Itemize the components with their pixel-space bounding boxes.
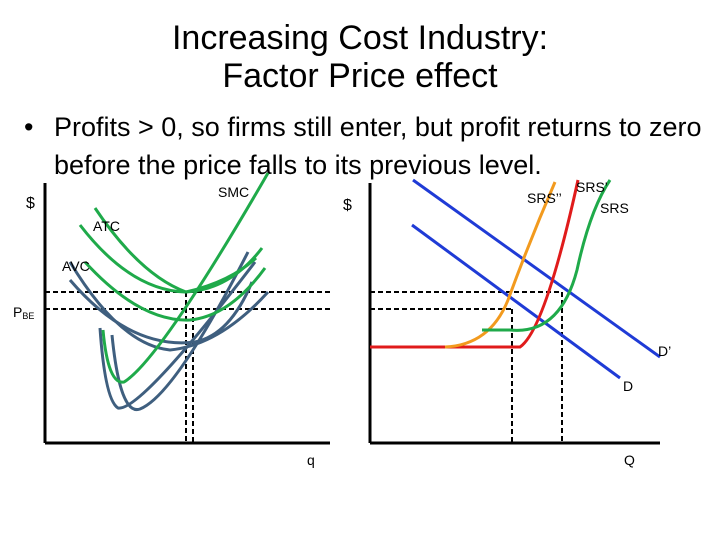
firm-price-label-subscript: BE [22, 311, 34, 321]
demand-curve-shifted [412, 178, 661, 359]
market-y-axis-label: $ [343, 197, 352, 214]
supply-curve-srs-double-prime [444, 181, 557, 349]
srs-label: SRS [600, 200, 629, 216]
srs-double-prime-label: SRS’’ [527, 190, 562, 206]
firm-graph: $ q PBE SMC ATC AVC [13, 172, 330, 468]
d-prime-label: D’ [658, 343, 671, 359]
d-label: D [623, 378, 633, 394]
slide-title-line-1: Increasing Cost Industry: [171, 19, 549, 57]
srs-prime-label: SRS’ [576, 179, 608, 195]
smc-label: SMC [218, 184, 249, 200]
supply-curve-srs-prime [370, 179, 580, 349]
avc-label: AVC [62, 258, 90, 274]
firm-avc-shifted-curve [68, 279, 254, 345]
slide-title-line-2: Factor Price effect [222, 57, 498, 95]
market-x-axis-label: Q [624, 452, 635, 468]
firm-avc-new-curve [83, 260, 267, 322]
firm-avc-original-curve [68, 261, 270, 352]
atc-label: ATC [93, 218, 120, 234]
market-graph: $ Q SRS’’ SRS’ SRS D’ D [343, 178, 671, 468]
firm-atc-shifted-curve [93, 207, 258, 294]
firm-atc-new-curve [78, 224, 264, 294]
firm-y-axis-label: $ [26, 195, 35, 212]
firm-price-label: PBE [13, 304, 34, 321]
supply-curve-srs [482, 179, 612, 332]
demand-curve-original [411, 223, 621, 380]
firm-x-axis-label: q [307, 452, 315, 468]
firm-price-label-main: P [13, 304, 22, 320]
firm-smc-original-curve [98, 261, 257, 410]
bullet-marker: • [24, 112, 34, 142]
bullet-text: Profits > 0, so firms still enter, but p… [54, 112, 702, 180]
firm-smc-new-curve [101, 172, 270, 384]
